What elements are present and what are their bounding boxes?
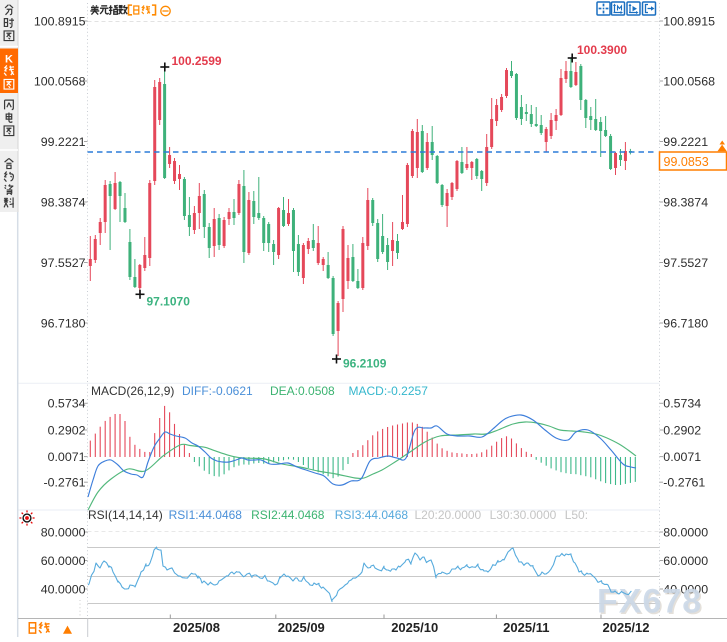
- svg-text:40.0000: 40.0000: [663, 582, 708, 596]
- svg-text:96.2109: 96.2109: [343, 357, 387, 371]
- svg-text:97.5527: 97.5527: [41, 256, 86, 270]
- svg-text:96.7180: 96.7180: [41, 316, 86, 330]
- svg-text:99.2221: 99.2221: [41, 135, 86, 149]
- svg-text:100.2599: 100.2599: [172, 54, 222, 68]
- svg-text:RSI1:44.0468: RSI1:44.0468: [169, 508, 243, 522]
- svg-text:L50:: L50:: [565, 508, 588, 522]
- svg-text:97.5527: 97.5527: [663, 256, 708, 270]
- svg-text:FX678: FX678: [599, 584, 704, 622]
- svg-text:DEA:0.0508: DEA:0.0508: [270, 384, 335, 398]
- svg-text:100.0568: 100.0568: [34, 74, 86, 88]
- svg-text:100.0568: 100.0568: [663, 74, 715, 88]
- svg-text:98.3874: 98.3874: [663, 195, 708, 209]
- svg-text:RSI2:44.0468: RSI2:44.0468: [251, 508, 325, 522]
- svg-text:L30:30.0000: L30:30.0000: [490, 508, 557, 522]
- svg-text:60.0000: 60.0000: [41, 554, 86, 568]
- svg-text:99.0853: 99.0853: [664, 155, 709, 169]
- svg-text:100.3900: 100.3900: [577, 43, 627, 57]
- svg-text:0.2902: 0.2902: [663, 423, 701, 437]
- svg-text:K: K: [5, 54, 13, 66]
- svg-text:80.0000: 80.0000: [663, 525, 708, 539]
- svg-text:-0.2761: -0.2761: [43, 476, 85, 490]
- svg-text:2025/11: 2025/11: [503, 620, 549, 635]
- svg-text:2025/10: 2025/10: [391, 620, 438, 635]
- svg-text:0.5734: 0.5734: [663, 397, 701, 411]
- svg-text:100.8915: 100.8915: [34, 14, 86, 28]
- svg-text:98.3874: 98.3874: [41, 195, 86, 209]
- svg-text:60.0000: 60.0000: [663, 554, 708, 568]
- svg-text:-0.2761: -0.2761: [663, 476, 705, 490]
- svg-text:96.7180: 96.7180: [663, 316, 708, 330]
- svg-text:40.0000: 40.0000: [41, 582, 86, 596]
- svg-text:0.0071: 0.0071: [663, 450, 701, 464]
- svg-text:MACD(26,12,9): MACD(26,12,9): [91, 384, 174, 398]
- svg-text:RSI3:44.0468: RSI3:44.0468: [335, 508, 409, 522]
- svg-text:DIFF:-0.0621: DIFF:-0.0621: [182, 384, 253, 398]
- svg-text:97.1070: 97.1070: [147, 295, 191, 309]
- svg-text:100.8915: 100.8915: [663, 14, 715, 28]
- svg-text:2025/12: 2025/12: [603, 620, 650, 635]
- svg-text:0.2902: 0.2902: [48, 423, 86, 437]
- svg-text:2025/08: 2025/08: [173, 620, 220, 635]
- svg-text:80.0000: 80.0000: [41, 525, 86, 539]
- svg-text:99.2221: 99.2221: [663, 135, 708, 149]
- svg-text:L20:20.0000: L20:20.0000: [415, 508, 482, 522]
- svg-text:0.0071: 0.0071: [48, 450, 86, 464]
- svg-text:2025/09: 2025/09: [278, 620, 325, 635]
- svg-text:RSI(14,14,14): RSI(14,14,14): [88, 508, 163, 522]
- svg-text:0.5734: 0.5734: [48, 397, 86, 411]
- svg-text:MACD:-0.2257: MACD:-0.2257: [349, 384, 429, 398]
- svg-text:FX678: FX678: [597, 583, 702, 621]
